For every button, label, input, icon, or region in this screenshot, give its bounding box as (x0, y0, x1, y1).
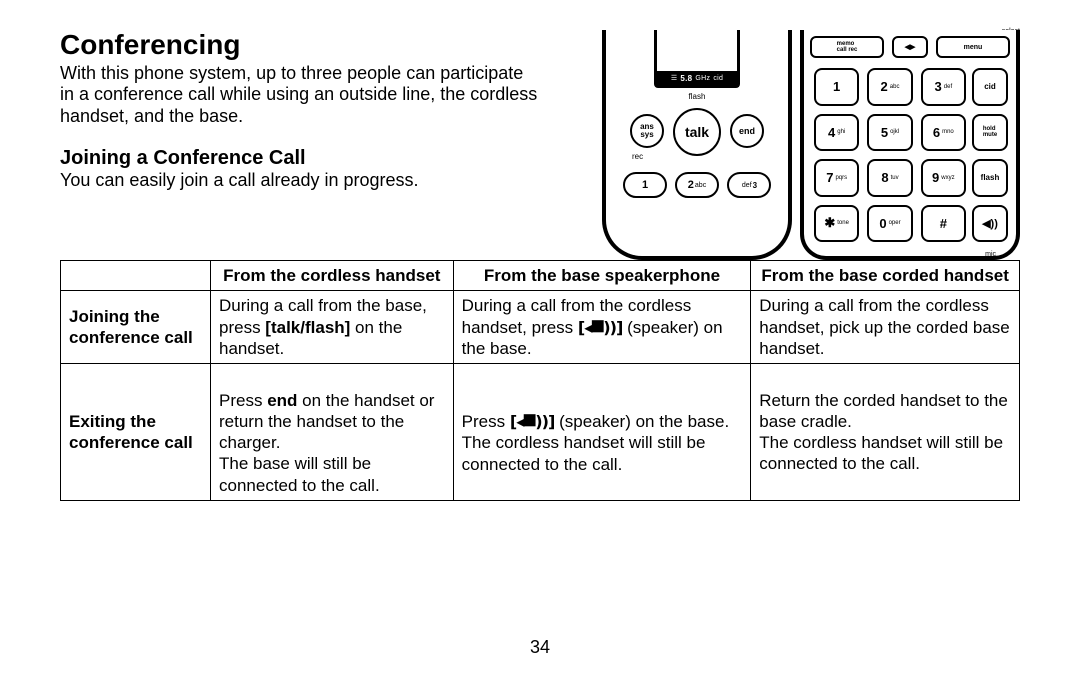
pad-key: 1 (814, 68, 859, 106)
end-button: end (730, 114, 764, 148)
arrow-key: ◀▶ (892, 36, 928, 58)
row-exiting-label: Exiting the conference call (61, 364, 211, 501)
page-number: 34 (0, 637, 1080, 658)
cid-key: cid (972, 68, 1008, 106)
col-corded: From the base corded handset (751, 261, 1020, 291)
pad-key: 5ojkl (867, 114, 912, 152)
handset-illustration: ☰ 5.8 GHz cid flash talk ans sys end rec… (602, 30, 792, 260)
key-2: 2abc (675, 172, 719, 198)
join-col3: During a call from the cordless handset,… (751, 291, 1020, 364)
subtext: You can easily join a call already in pr… (60, 170, 584, 192)
pad-key: # (921, 205, 966, 243)
key-3: def3 (727, 172, 771, 198)
pad-key: ✱tone (814, 205, 859, 243)
rec-label: rec (632, 152, 643, 161)
screen-unit: GHz (695, 75, 710, 82)
exit-col2: Press [◂⯀))] (speaker) on the base. The … (453, 364, 751, 501)
page-title: Conferencing (60, 30, 584, 61)
screen-cid: cid (713, 75, 723, 82)
exit-col1: Press end on the handset or return the h… (211, 364, 454, 501)
join-col1: During a call from the base, press [talk… (211, 291, 454, 364)
join-col2: During a call from the cordless handset,… (453, 291, 751, 364)
speaker-key: ◀)) (972, 205, 1008, 243)
subheading: Joining a Conference Call (60, 146, 584, 170)
hold-mute-key: hold mute (972, 114, 1008, 152)
flash-label: flash (689, 92, 706, 101)
pad-key: 9wxyz (921, 159, 966, 197)
flash-key: flash (972, 159, 1008, 197)
pad-key: 7pqrs (814, 159, 859, 197)
col-handset: From the cordless handset (211, 261, 454, 291)
handset-screen: ☰ 5.8 GHz cid (654, 30, 740, 88)
ans-sys-button: ans sys (630, 114, 664, 148)
speaker-icon: [◂⯀))] (578, 318, 623, 338)
mic-label: mic (985, 251, 996, 258)
screen-icon: ☰ (671, 74, 678, 82)
speaker-icon: [◂⯀))] (510, 412, 555, 432)
memo-key: memo call rec (810, 36, 884, 58)
base-keypad-illustration: select memo call rec ◀▶ menu 12abc3def4g… (800, 30, 1020, 260)
menu-key: menu (936, 36, 1010, 58)
pad-key: 8tuv (867, 159, 912, 197)
talk-button: talk (673, 108, 721, 156)
keypad-grid: 12abc3def 4ghi5ojkl6mno 7pqrs8tuv9wxyz ✱ton… (814, 68, 966, 242)
pad-key: 0oper (867, 205, 912, 243)
pad-key: 2abc (867, 68, 912, 106)
pad-key: 4ghi (814, 114, 859, 152)
col-speakerphone: From the base speakerphone (453, 261, 751, 291)
pad-key: 3def (921, 68, 966, 106)
table-corner (61, 261, 211, 291)
pad-key: 6mno (921, 114, 966, 152)
conference-table: From the cordless handset From the base … (60, 260, 1020, 501)
screen-ghz: 5.8 (680, 74, 692, 83)
intro-text: With this phone system, up to three peop… (60, 63, 584, 128)
device-illustrations: ☰ 5.8 GHz cid flash talk ans sys end rec… (600, 30, 1020, 260)
row-joining-label: Joining the conference call (61, 291, 211, 364)
key-1: 1 (623, 172, 667, 198)
exit-col3: Return the corded handset to the base cr… (751, 364, 1020, 501)
